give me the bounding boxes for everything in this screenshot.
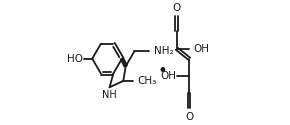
Text: •: • [157,62,167,80]
Text: NH: NH [102,90,116,100]
Text: OH: OH [193,44,209,54]
Text: OH: OH [160,71,176,81]
Text: NH₂: NH₂ [154,46,173,56]
Text: O: O [185,112,193,122]
Text: O: O [173,3,181,13]
Text: CH₃: CH₃ [137,76,156,86]
Text: HO: HO [67,54,83,64]
